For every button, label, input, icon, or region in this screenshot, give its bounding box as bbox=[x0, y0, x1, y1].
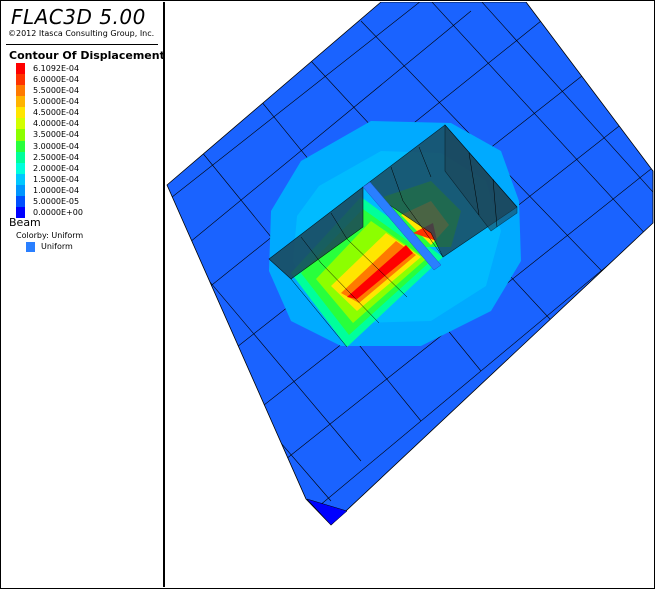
corner-zone bbox=[306, 498, 348, 526]
beam-heading: Beam bbox=[9, 216, 41, 229]
contour-color-swatch bbox=[16, 173, 25, 185]
model-canvas bbox=[166, 2, 654, 526]
contour-color-swatch bbox=[16, 74, 25, 86]
contour-value-label: 6.1092E-04 bbox=[33, 64, 80, 73]
contour-color-swatch bbox=[16, 118, 25, 130]
contour-color-swatch bbox=[16, 96, 25, 108]
copyright-text: ©2012 Itasca Consulting Group, Inc. bbox=[8, 29, 155, 38]
beam-element bbox=[362, 181, 442, 271]
contour-peak bbox=[347, 245, 413, 299]
contour-value-label: 2.0000E-04 bbox=[33, 163, 80, 173]
contour-color-swatch bbox=[16, 129, 25, 141]
contour-value-label: 3.5000E-04 bbox=[33, 130, 80, 140]
tunnel-back-wall bbox=[362, 124, 518, 258]
contour-color-swatch bbox=[16, 63, 25, 75]
contour-color-swatch bbox=[16, 140, 25, 152]
contour-color-swatch bbox=[16, 107, 25, 119]
contour-value-label: 4.0000E-04 bbox=[33, 119, 80, 129]
contour-value-label: 0.0000E+00 bbox=[33, 208, 83, 218]
contour-value-label: 1.0000E-04 bbox=[33, 185, 80, 195]
app-title: FLAC3D 5.00 bbox=[11, 5, 146, 29]
contour-value-label: 2.5000E-04 bbox=[33, 152, 80, 162]
contour-value-label: 6.0000E-04 bbox=[33, 75, 80, 85]
tunnel-mesh bbox=[290, 146, 498, 348]
contour-value-label: 1.5000E-04 bbox=[33, 174, 80, 184]
contour-color-swatch bbox=[16, 195, 25, 208]
tunnel-right-wall bbox=[444, 124, 518, 232]
contour-value-label: 5.0000E-05 bbox=[33, 196, 80, 206]
contour-value-label: 3.0000E-04 bbox=[33, 141, 80, 151]
contour-color-swatch bbox=[16, 162, 25, 174]
contour-color-swatch bbox=[16, 151, 25, 163]
contour-color-swatch bbox=[16, 184, 25, 196]
contour-color-swatch bbox=[16, 207, 25, 219]
beam-colorby-text: Colorby: Uniform bbox=[16, 231, 84, 240]
beam-color-swatch bbox=[26, 242, 35, 252]
contour-value-label: 5.5000E-04 bbox=[33, 86, 80, 96]
model-viewport[interactable] bbox=[165, 2, 655, 588]
tunnel-left-wall bbox=[268, 186, 364, 280]
contour-color-swatch bbox=[16, 85, 25, 97]
contour-value-label: 4.5000E-04 bbox=[33, 108, 80, 118]
title-divider bbox=[6, 44, 158, 45]
beam-entry-label: Uniform bbox=[41, 242, 73, 251]
contour-value-label: 5.0000E-04 bbox=[33, 97, 80, 107]
contour-heading: Contour Of Displacement bbox=[9, 49, 165, 62]
legend-panel: FLAC3D 5.00 ©2012 Itasca Consulting Grou… bbox=[2, 2, 165, 587]
